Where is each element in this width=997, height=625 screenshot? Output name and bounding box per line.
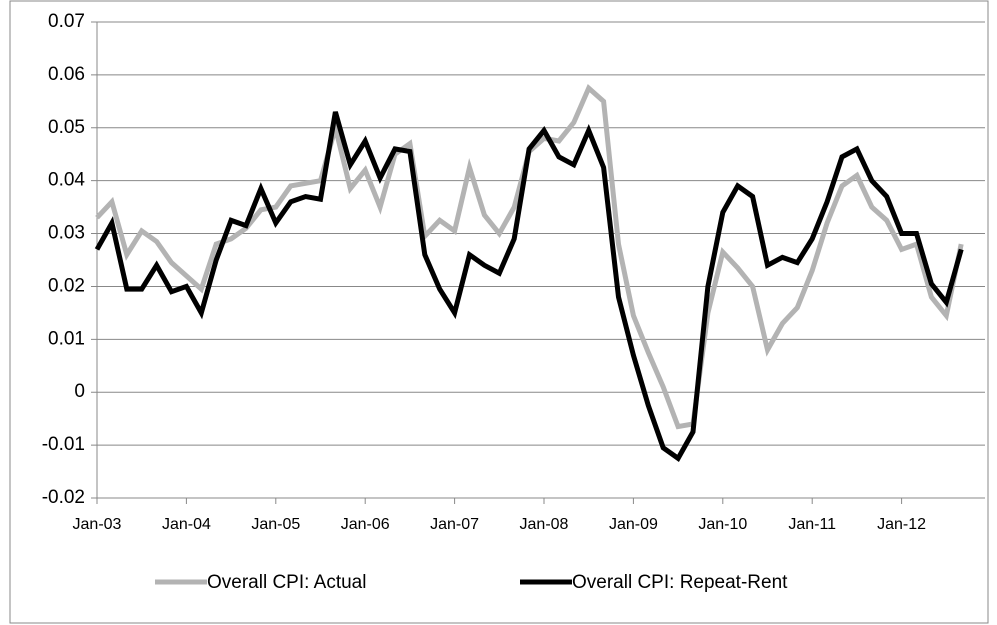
x-tick-label: Jan-12: [877, 516, 926, 533]
y-tick-label: -0.02: [42, 487, 85, 508]
y-tick-label: 0.07: [48, 11, 85, 32]
x-tick-label: Jan-06: [341, 516, 390, 533]
y-tick-label: 0: [74, 381, 85, 402]
y-tick-label: -0.01: [42, 434, 85, 455]
y-tick-label: 0.06: [48, 64, 85, 85]
x-tick-label: Jan-03: [73, 516, 122, 533]
x-tick-label: Jan-11: [788, 516, 836, 533]
legend-label: Overall CPI: Repeat-Rent: [572, 572, 788, 593]
x-tick-label: Jan-07: [430, 516, 479, 533]
y-tick-label: 0.02: [48, 275, 85, 296]
x-tick-label: Jan-04: [162, 516, 211, 533]
chart-border: [9, 0, 989, 624]
y-tick-label: 0.05: [48, 117, 85, 138]
legend-label: Overall CPI: Actual: [207, 572, 366, 593]
x-tick-label: Jan-09: [609, 516, 658, 533]
x-tick-label: Jan-08: [520, 516, 569, 533]
y-tick-label: 0.01: [48, 328, 85, 349]
x-tick-label: Jan-05: [251, 516, 300, 533]
x-tick-label: Jan-10: [698, 516, 747, 533]
y-tick-label: 0.03: [48, 223, 85, 244]
series-line: [94, 111, 964, 462]
y-tick-label: 0.04: [48, 170, 85, 191]
